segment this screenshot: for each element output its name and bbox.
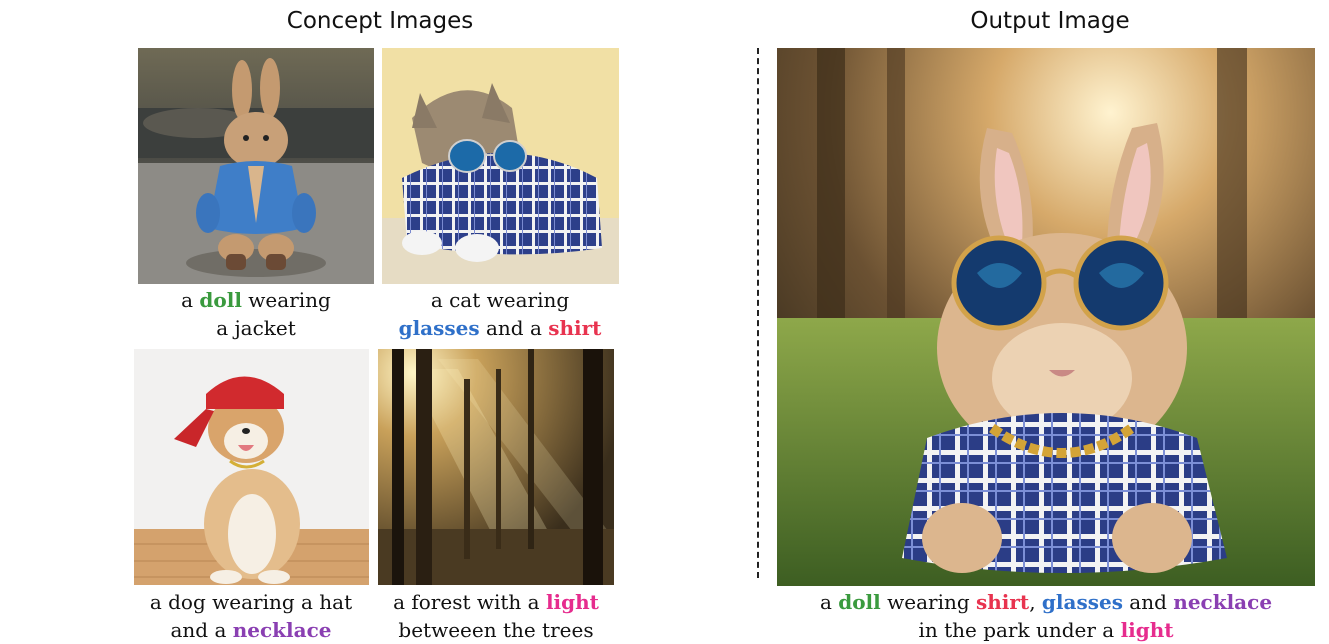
caption-line: and a necklace [116,616,386,644]
doll-concept-image [138,48,374,284]
caption-text: a [181,288,200,312]
caption-line: in the park under a light [760,616,1329,644]
caption-line: a dog wearing a hat [149,590,353,614]
keyword-light: light [1120,618,1174,642]
output-image-heading: Output Image [970,8,1130,34]
caption-line: glasses and a shirt [372,314,628,342]
keyword-glasses: glasses [398,316,480,340]
keyword-necklace: necklace [232,618,332,642]
concept-images-heading: Concept Images [286,8,474,34]
doll-caption: a doll wearing a jacket [128,286,384,342]
caption-line: a doll wearing [128,286,384,314]
caption-text: and a [479,316,549,340]
keyword-glasses: glasses [1041,590,1123,614]
caption-line: a jacket [216,316,296,340]
dashed-divider [757,48,759,578]
caption-text: , [1029,590,1042,614]
forest-caption: a forest with a light betweeen the trees [370,588,622,644]
caption-text: and [1122,590,1174,614]
output-image [777,48,1315,586]
keyword-necklace: necklace [1173,590,1273,614]
caption-text: a forest with a [393,590,546,614]
caption-text: wearing [880,590,976,614]
caption-text: and a [170,618,233,642]
output-caption: a doll wearing shirt, glasses and neckla… [760,588,1329,644]
caption-text: in the park under a [918,618,1121,642]
keyword-doll: doll [838,590,881,614]
caption-text: a [819,590,839,614]
cat-concept-image [382,48,619,284]
caption-line: betweeen the trees [398,618,594,642]
caption-line: a doll wearing shirt, glasses and neckla… [760,588,1329,616]
keyword-shirt: shirt [976,590,1030,614]
dog-caption: a dog wearing a hat and a necklace [116,588,386,644]
forest-concept-image [378,349,614,585]
cat-caption: a cat wearing glasses and a shirt [372,286,628,342]
keyword-light: light [545,590,599,614]
dog-concept-image [134,349,369,585]
caption-text: wearing [241,288,331,312]
caption-line: a cat wearing [430,288,570,312]
keyword-shirt: shirt [548,316,602,340]
keyword-doll: doll [199,288,242,312]
caption-line: a forest with a light [370,588,622,616]
